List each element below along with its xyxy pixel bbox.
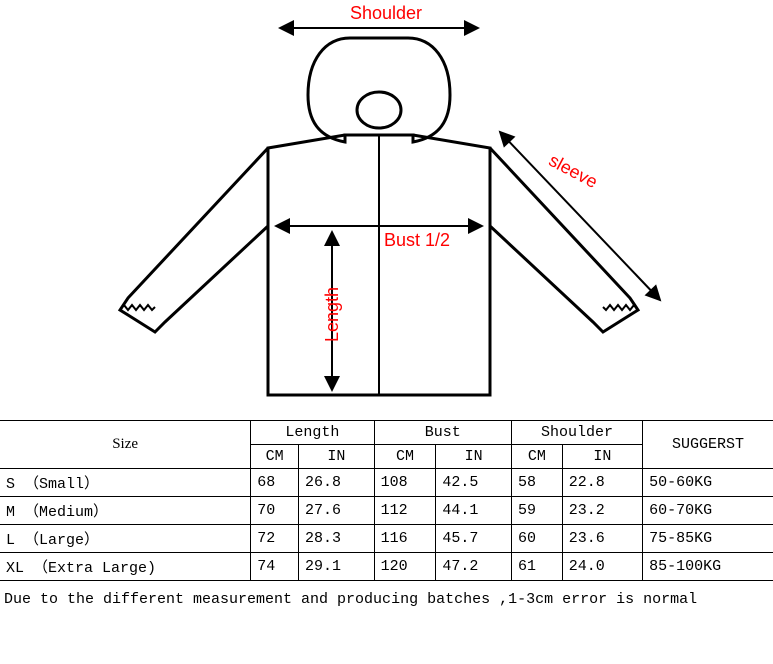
size-name: S （Small） bbox=[0, 469, 251, 497]
col-group-suggest: SUGGERST bbox=[643, 421, 773, 469]
size-title-cell: Size bbox=[0, 421, 251, 469]
unit-cm: CM bbox=[374, 445, 436, 469]
cell: 45.7 bbox=[436, 525, 512, 553]
jacket-svg bbox=[0, 0, 773, 420]
cell: 24.0 bbox=[562, 553, 642, 581]
unit-in: IN bbox=[562, 445, 642, 469]
table-row: M （Medium） 70 27.6 112 44.1 59 23.2 60-7… bbox=[0, 497, 773, 525]
cell: 70 bbox=[251, 497, 299, 525]
table-row: L （Large） 72 28.3 116 45.7 60 23.6 75-85… bbox=[0, 525, 773, 553]
cell: 27.6 bbox=[299, 497, 375, 525]
cell-suggest: 85-100KG bbox=[643, 553, 773, 581]
cell-suggest: 75-85KG bbox=[643, 525, 773, 553]
cell: 74 bbox=[251, 553, 299, 581]
size-name: L （Large） bbox=[0, 525, 251, 553]
cell: 108 bbox=[374, 469, 436, 497]
cell: 68 bbox=[251, 469, 299, 497]
table-row: S （Small） 68 26.8 108 42.5 58 22.8 50-60… bbox=[0, 469, 773, 497]
size-name: XL （Extra Large) bbox=[0, 553, 251, 581]
cell: 42.5 bbox=[436, 469, 512, 497]
col-group-shoulder: Shoulder bbox=[511, 421, 642, 445]
cell: 58 bbox=[511, 469, 562, 497]
cell: 120 bbox=[374, 553, 436, 581]
unit-in: IN bbox=[436, 445, 512, 469]
size-table: Size Length Bust Shoulder SUGGERST CM IN… bbox=[0, 420, 773, 581]
cell: 60 bbox=[511, 525, 562, 553]
cell: 61 bbox=[511, 553, 562, 581]
col-group-length: Length bbox=[251, 421, 374, 445]
cell: 59 bbox=[511, 497, 562, 525]
col-group-bust: Bust bbox=[374, 421, 511, 445]
table-header-row-1: Size Length Bust Shoulder SUGGERST bbox=[0, 421, 773, 445]
size-name: M （Medium） bbox=[0, 497, 251, 525]
cell-suggest: 60-70KG bbox=[643, 497, 773, 525]
footnote-text: Due to the different measurement and pro… bbox=[0, 581, 760, 612]
unit-cm: CM bbox=[251, 445, 299, 469]
cell: 28.3 bbox=[299, 525, 375, 553]
table-row: XL （Extra Large) 74 29.1 120 47.2 61 24.… bbox=[0, 553, 773, 581]
cell: 47.2 bbox=[436, 553, 512, 581]
cell: 22.8 bbox=[562, 469, 642, 497]
cell: 29.1 bbox=[299, 553, 375, 581]
cell-suggest: 50-60KG bbox=[643, 469, 773, 497]
cell: 26.8 bbox=[299, 469, 375, 497]
garment-diagram: Shoulder sleeve Bust 1/2 Length bbox=[0, 0, 773, 420]
label-bust: Bust 1/2 bbox=[384, 230, 450, 251]
cell: 23.6 bbox=[562, 525, 642, 553]
cell: 44.1 bbox=[436, 497, 512, 525]
unit-in: IN bbox=[299, 445, 375, 469]
cell: 112 bbox=[374, 497, 436, 525]
cell: 116 bbox=[374, 525, 436, 553]
cell: 72 bbox=[251, 525, 299, 553]
unit-cm: CM bbox=[511, 445, 562, 469]
label-shoulder: Shoulder bbox=[350, 3, 422, 24]
cell: 23.2 bbox=[562, 497, 642, 525]
label-length: Length bbox=[322, 287, 343, 342]
